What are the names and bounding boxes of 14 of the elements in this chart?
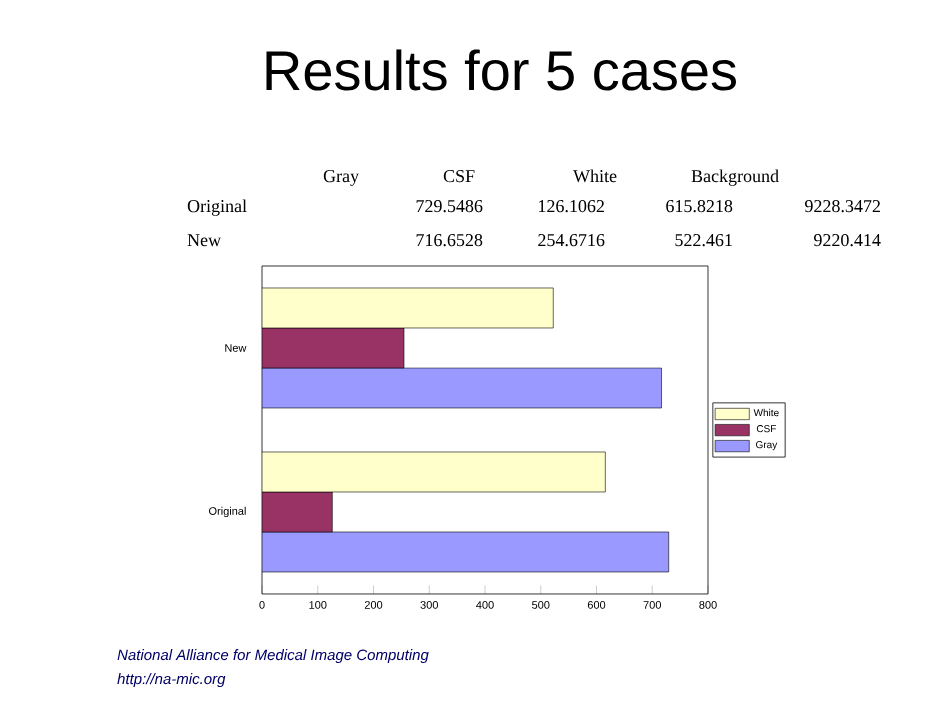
text: White bbox=[573, 169, 617, 183]
text: Gray bbox=[323, 170, 359, 186]
text: 9228.3472 bbox=[805, 200, 880, 213]
text: 254.6716 bbox=[538, 234, 605, 247]
chart-title: Results for 5 cases bbox=[266, 49, 736, 91]
category-label: New bbox=[187, 234, 221, 247]
text: 126.1062 bbox=[539, 200, 604, 213]
text: 522.461 bbox=[675, 234, 732, 247]
text: 729.5486 bbox=[416, 200, 483, 213]
text: 716.6528 bbox=[416, 234, 483, 247]
text: 615.8218 bbox=[666, 200, 733, 213]
text: Background bbox=[691, 169, 779, 186]
text: CSF bbox=[443, 170, 475, 183]
text: 9220.414 bbox=[814, 234, 881, 247]
